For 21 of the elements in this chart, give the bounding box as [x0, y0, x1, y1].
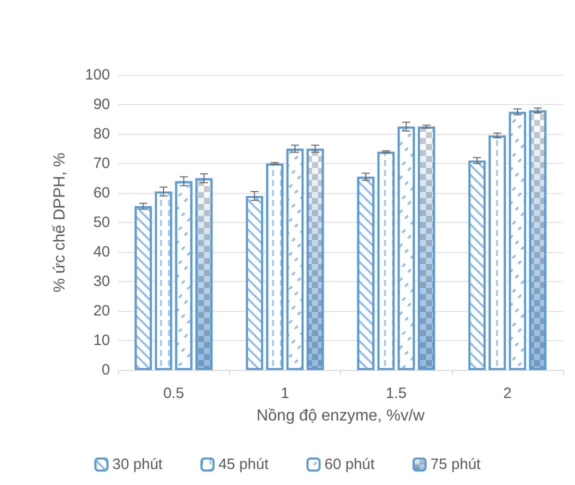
y-tick-label: 80: [93, 126, 110, 142]
x-tick-label: 1: [280, 385, 290, 402]
legend-label: 60 phút: [324, 456, 376, 473]
y-tick-label: 20: [93, 302, 110, 320]
y-tick-label: 60: [93, 184, 110, 202]
y-tick-label: 100: [84, 66, 110, 84]
y-tick-label: 90: [93, 96, 110, 113]
legend-label: 75 phút: [430, 456, 482, 473]
legend-label: 30 phút: [112, 456, 164, 473]
x-axis-title: Nồng độ enzyme, %v/w: [256, 408, 425, 424]
y-tick-label: 40: [93, 244, 110, 260]
y-tick-label: 10: [93, 332, 110, 349]
legend-label: 45 phút: [218, 456, 270, 473]
y-tick-label: 30: [93, 273, 110, 290]
x-tick-label: 1.5: [386, 385, 407, 402]
y-tick-label: 0: [102, 362, 110, 378]
y-axis-title: % ức chế DPPH, %: [52, 152, 68, 292]
y-tick-label: 50: [93, 214, 110, 231]
x-tick-label: 0.5: [163, 385, 184, 402]
x-tick-label: 2: [503, 385, 512, 402]
y-tick-label: 70: [93, 155, 110, 172]
